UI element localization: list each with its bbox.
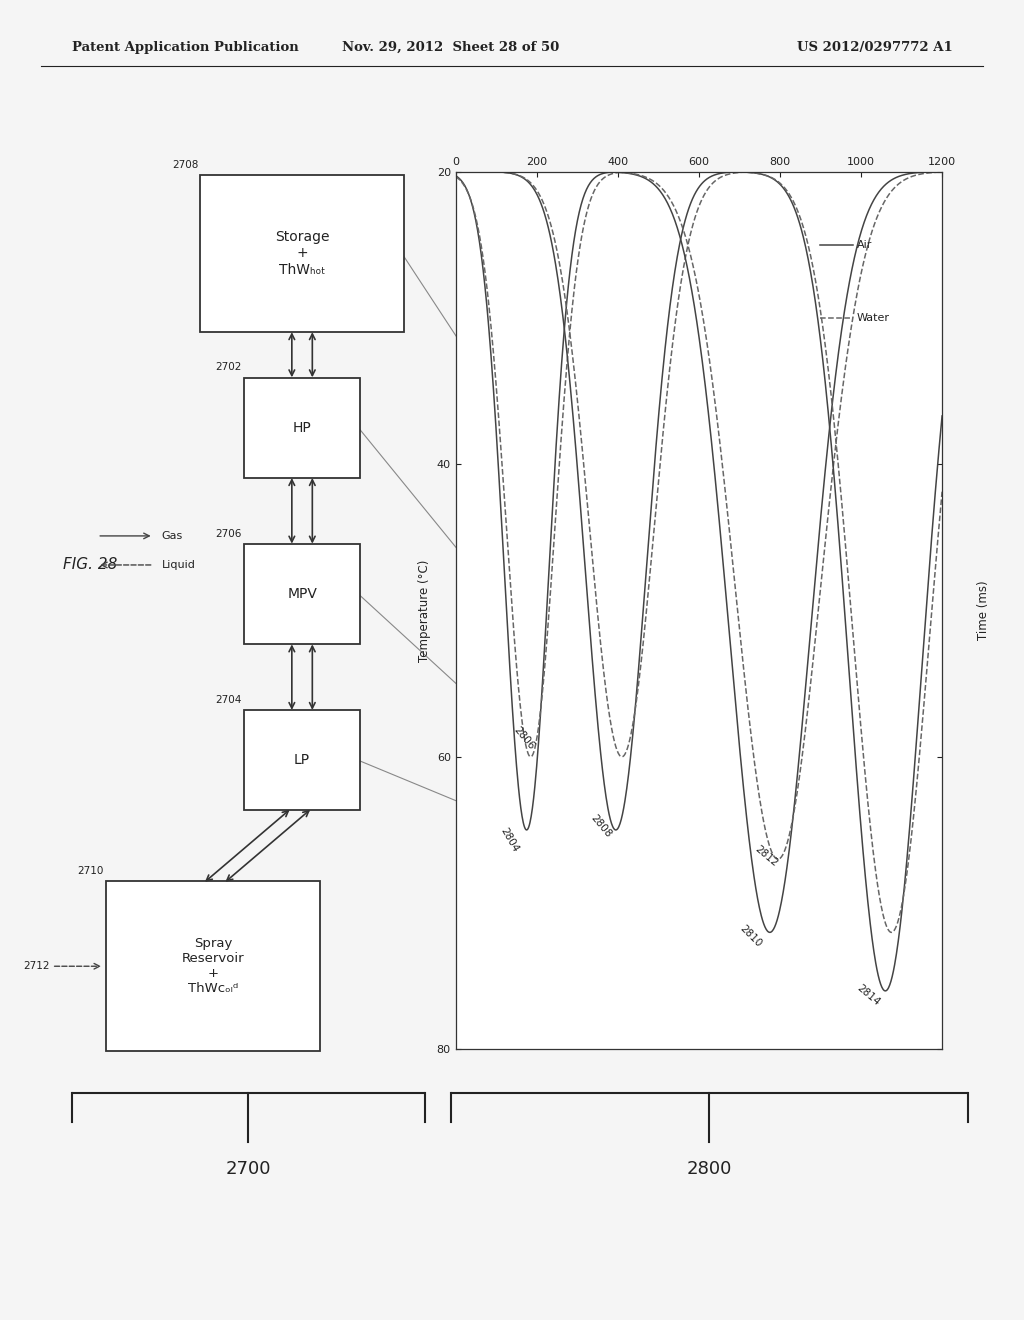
Text: US 2012/0297772 A1: US 2012/0297772 A1 bbox=[797, 41, 952, 54]
Text: Air: Air bbox=[857, 240, 872, 249]
FancyBboxPatch shape bbox=[244, 710, 360, 810]
Text: 2808: 2808 bbox=[589, 813, 613, 840]
Text: Spray
Reservoir
+
ThWᴄₒₗᵈ: Spray Reservoir + ThWᴄₒₗᵈ bbox=[181, 937, 245, 995]
Text: LP: LP bbox=[294, 754, 310, 767]
Text: 2702: 2702 bbox=[215, 362, 242, 372]
Text: Patent Application Publication: Patent Application Publication bbox=[72, 41, 298, 54]
Text: 2814: 2814 bbox=[855, 983, 882, 1007]
Text: 2706: 2706 bbox=[215, 528, 242, 539]
FancyBboxPatch shape bbox=[106, 882, 319, 1051]
Text: 2710: 2710 bbox=[78, 866, 104, 876]
Text: 2804: 2804 bbox=[499, 826, 520, 854]
Text: Liquid: Liquid bbox=[162, 560, 196, 570]
FancyBboxPatch shape bbox=[244, 544, 360, 644]
Text: Storage
+
ThWₕₒₜ: Storage + ThWₕₒₜ bbox=[274, 230, 330, 277]
Text: 2812: 2812 bbox=[754, 843, 780, 869]
Water bbox=[814, 310, 826, 326]
Water bbox=[847, 310, 859, 326]
Text: MPV: MPV bbox=[287, 587, 317, 601]
Text: 2700: 2700 bbox=[225, 1160, 271, 1177]
Text: 2708: 2708 bbox=[172, 160, 198, 169]
Air bbox=[814, 236, 826, 252]
Text: FIG. 28: FIG. 28 bbox=[63, 557, 118, 573]
Text: 2704: 2704 bbox=[215, 694, 242, 705]
Text: Nov. 29, 2012  Sheet 28 of 50: Nov. 29, 2012 Sheet 28 of 50 bbox=[342, 41, 559, 54]
Y-axis label: Temperature (°C): Temperature (°C) bbox=[418, 560, 431, 661]
Text: Gas: Gas bbox=[162, 531, 183, 541]
Text: 2810: 2810 bbox=[738, 923, 764, 949]
FancyBboxPatch shape bbox=[200, 174, 403, 331]
Text: 2712: 2712 bbox=[24, 961, 49, 972]
Text: HP: HP bbox=[293, 421, 311, 434]
Text: 2800: 2800 bbox=[686, 1160, 732, 1177]
FancyBboxPatch shape bbox=[244, 378, 360, 478]
Text: 2806: 2806 bbox=[512, 725, 537, 751]
Text: Time (ms): Time (ms) bbox=[977, 581, 989, 640]
Text: Water: Water bbox=[857, 313, 890, 323]
Air bbox=[847, 236, 859, 252]
